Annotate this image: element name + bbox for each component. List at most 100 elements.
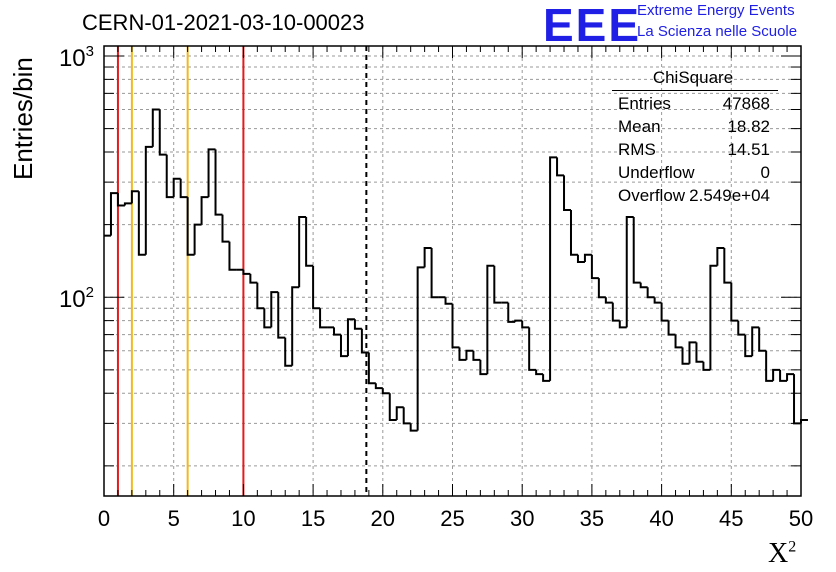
histogram-bin (333, 327, 341, 336)
histogram-bin (549, 156, 558, 381)
histogram-bin (116, 193, 125, 207)
histogram-bin (179, 178, 188, 199)
histogram-bin (242, 269, 251, 275)
stats-row-underflow: Underflow 0 (618, 163, 770, 185)
histogram-bin (458, 347, 467, 361)
stats-key: Overflow (618, 186, 686, 205)
histogram-bin (632, 217, 641, 284)
histogram-bin (374, 383, 383, 390)
histogram-bin (165, 154, 174, 199)
x-tick-label: 35 (580, 506, 604, 531)
histogram-bin (576, 254, 585, 263)
histogram-bin (228, 241, 237, 271)
histogram-bin (319, 308, 328, 329)
histogram-bin (625, 216, 634, 328)
histogram-bin (618, 320, 627, 329)
histogram-bin (542, 374, 551, 382)
histogram-bin (569, 209, 578, 256)
histogram-bin (486, 264, 495, 375)
histogram-bin (214, 149, 223, 216)
x-tick-label: 30 (510, 506, 534, 531)
run-title: CERN-01-2021-03-10-00023 (82, 10, 365, 35)
histogram-bin (786, 373, 795, 381)
histogram-bin (688, 341, 697, 364)
histogram-bin (256, 282, 265, 310)
histogram-bin (472, 350, 481, 361)
histogram-bin (221, 214, 230, 243)
stats-key: Underflow (618, 163, 695, 182)
histogram-bin (590, 254, 599, 280)
histogram-bin (702, 361, 711, 371)
histogram-bin (604, 297, 613, 304)
histogram-bin (353, 319, 362, 330)
histogram-bin (723, 247, 732, 284)
histogram-bin (535, 369, 544, 376)
logo-subtitle-1: Extreme Energy Events (637, 2, 795, 19)
histogram-bin (674, 334, 683, 349)
stats-title-rule (612, 90, 778, 91)
histogram-bin (207, 148, 216, 198)
stats-key: Entries (618, 94, 671, 113)
logo-subtitle-2: La Scienza nelle Scuole (637, 23, 798, 40)
histogram-bin (465, 349, 474, 360)
histogram-bin (556, 157, 565, 177)
histogram-bin (200, 196, 209, 225)
histogram-bin (277, 292, 286, 339)
histogram-bin (291, 286, 300, 366)
stats-key: Mean (618, 117, 661, 136)
stats-box: ChiSquare Entries 47868 Mean 18.82 RMS 1… (608, 66, 778, 214)
histogram-bin (193, 223, 202, 255)
x-tick-label: 5 (168, 506, 180, 531)
histogram-bin (430, 247, 439, 299)
histogram-bin (172, 177, 181, 198)
histogram-bin (507, 302, 516, 323)
histogram-bin (444, 297, 453, 305)
histogram-bin (737, 320, 746, 336)
histogram-bin (772, 368, 781, 381)
histogram-bin (186, 197, 195, 256)
histogram-bin (751, 326, 760, 357)
stats-value: 2.549e+04 (689, 186, 770, 205)
histogram-bin (793, 374, 801, 425)
histogram-bin (395, 406, 404, 420)
histogram-bin (312, 265, 321, 310)
x-tick-label: 25 (440, 506, 464, 531)
histogram-bin (109, 192, 118, 236)
histogram-bin (758, 327, 767, 352)
x-axis-label: X2 (768, 538, 796, 570)
y-tick-label: 102 (59, 284, 94, 313)
stats-row-overflow: Overflow 2.549e+04 (618, 186, 770, 208)
histogram-bin (709, 264, 718, 370)
histogram-bin (528, 327, 537, 371)
histogram-bin (765, 350, 774, 382)
histogram-bin (681, 347, 690, 365)
histogram-bin (130, 190, 139, 204)
histogram-bin (137, 191, 146, 256)
histogram-bin (381, 388, 390, 395)
stats-key: RMS (618, 140, 656, 159)
x-tick-label: 0 (98, 506, 110, 531)
histogram-bin (660, 302, 669, 322)
histogram-bin (597, 278, 606, 299)
histogram-bin (144, 145, 153, 255)
histogram-bin (123, 202, 132, 206)
y-tick-label: 103 (59, 43, 94, 72)
histogram-bin (158, 109, 167, 156)
histogram-bin (653, 297, 662, 304)
eee-logo: EEE (543, 0, 642, 51)
histogram-bin (730, 282, 739, 322)
stats-title: ChiSquare (652, 68, 734, 87)
x-tick-label: 10 (231, 506, 255, 531)
histogram-bin (402, 407, 411, 425)
stats-row-mean: Mean 18.82 (618, 117, 770, 139)
histogram-bin (416, 266, 425, 431)
stats-value: 0 (760, 163, 770, 182)
histogram-bin (346, 318, 355, 357)
histogram-bin (695, 342, 704, 363)
x-tick-label: 40 (649, 506, 673, 531)
histogram-bin (284, 337, 293, 367)
stats-row-rms: RMS 14.51 (618, 140, 770, 162)
histogram-bin (409, 423, 418, 432)
histogram-bin (639, 282, 648, 289)
